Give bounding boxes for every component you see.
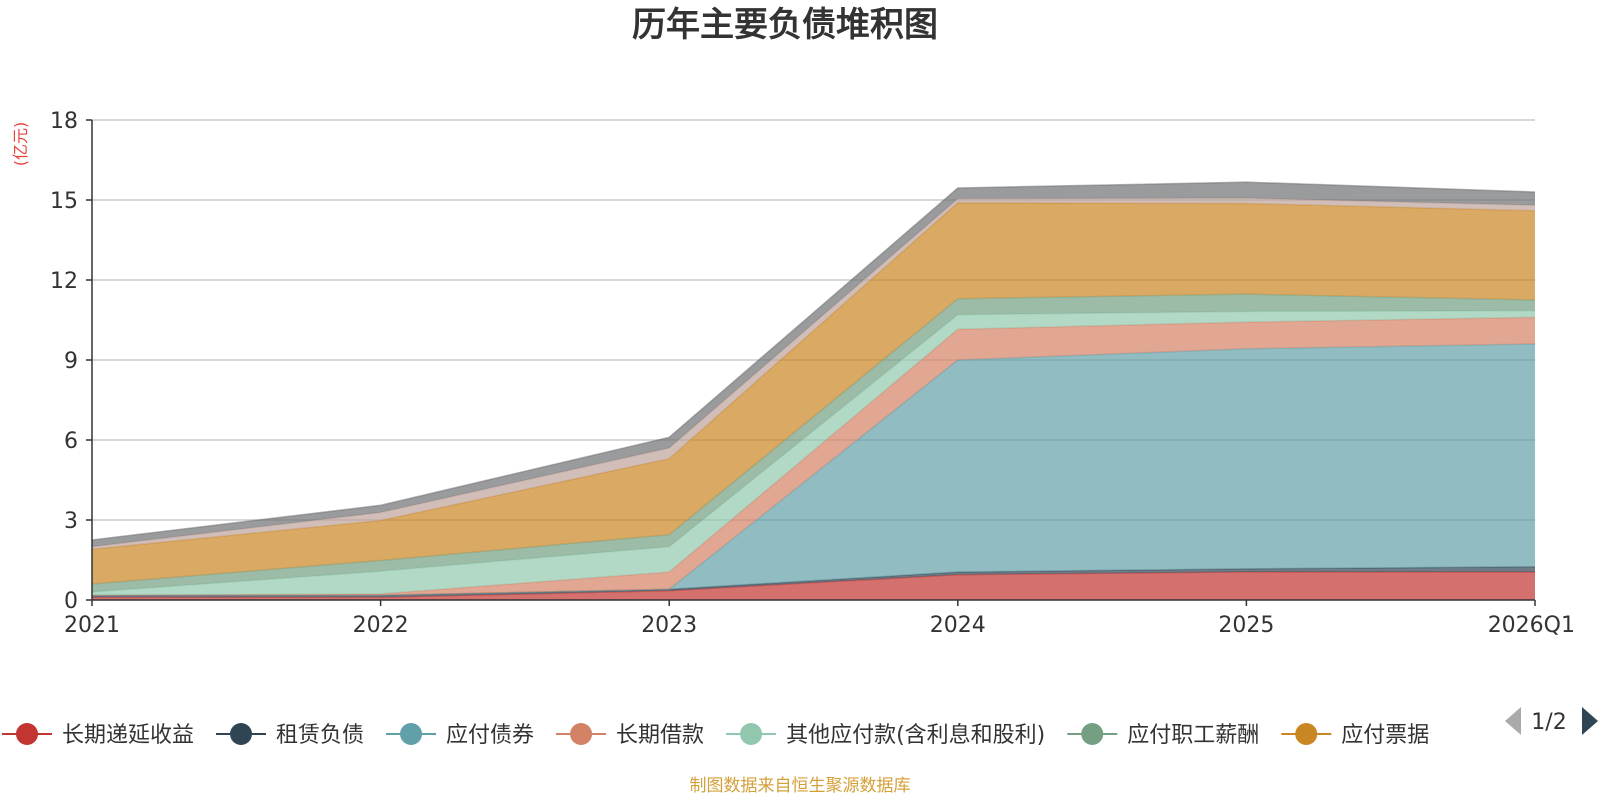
- y-axis-unit-label: (亿元): [11, 122, 30, 167]
- legend-marker-icon: [230, 723, 253, 745]
- x-tick-label: 2025: [1218, 613, 1274, 638]
- x-tick-label: 2026Q1: [1488, 613, 1575, 638]
- legend-item[interactable]: 其他应付款(含利息和股利): [726, 723, 1045, 748]
- legend-label: 其他应付款(含利息和股利): [786, 723, 1045, 748]
- legend-item[interactable]: 应付职工薪酬: [1067, 723, 1259, 748]
- legend-marker-icon: [1081, 723, 1104, 745]
- y-tick-label: 9: [64, 349, 78, 374]
- legend-marker-icon: [1295, 723, 1318, 745]
- legend-items: 长期递延收益 租赁负债 应付债券 长期借款 其他应付款(含利息和股利) 应付职工薪酬 应付票…: [2, 723, 1429, 748]
- legend-label: 长期借款: [616, 723, 704, 748]
- chart-title: 历年主要负债堆积图: [632, 5, 938, 45]
- y-tick-label: 3: [64, 509, 78, 534]
- x-tick-label: 2022: [353, 613, 409, 638]
- legend-marker-icon: [400, 723, 423, 745]
- legend-item[interactable]: 长期递延收益: [2, 723, 194, 748]
- legend-prev-icon[interactable]: [1505, 707, 1521, 735]
- y-tick-label: 0: [64, 589, 78, 614]
- y-tick-label: 15: [50, 189, 78, 214]
- y-tick-label: 12: [50, 269, 78, 294]
- legend-item[interactable]: 应付票据: [1281, 723, 1429, 748]
- legend-label: 应付票据: [1341, 723, 1429, 748]
- legend-pager: 1/2: [1505, 707, 1598, 735]
- x-tick-label: 2024: [930, 613, 986, 638]
- legend-label: 租赁负债: [276, 723, 364, 748]
- legend-item[interactable]: 应付债券: [386, 723, 534, 748]
- area-series-2[interactable]: [92, 344, 1535, 596]
- legend-label: 应付职工薪酬: [1127, 723, 1259, 748]
- area-series-line-8: [91, 181, 1536, 541]
- x-tick-label: 2021: [64, 613, 120, 638]
- data-source-note: 制图数据来自恒生聚源数据库: [690, 776, 911, 796]
- x-axis-ticks: 2021 2022 2023 2024 2025 2026Q1: [64, 600, 1575, 638]
- legend-marker-icon: [16, 723, 38, 745]
- area-series-1[interactable]: [92, 566, 1535, 598]
- area-series-6[interactable]: [92, 202, 1535, 584]
- legend-marker-icon: [740, 723, 763, 745]
- legend-marker-icon: [570, 723, 593, 745]
- y-tick-label: 18: [50, 109, 78, 134]
- area-series-3[interactable]: [92, 317, 1535, 596]
- legend-next-icon[interactable]: [1582, 707, 1598, 735]
- legend-label: 长期递延收益: [62, 723, 194, 748]
- legend-page-indicator: 1/2: [1531, 710, 1566, 735]
- y-axis-ticks: 0 3 6 9 12 15 18: [50, 109, 92, 614]
- legend-item[interactable]: 租赁负债: [216, 723, 364, 748]
- x-tick-label: 2023: [641, 613, 697, 638]
- area-series-0[interactable]: [92, 572, 1535, 600]
- y-tick-label: 6: [64, 429, 78, 454]
- legend-item[interactable]: 长期借款: [556, 723, 704, 748]
- legend-label: 应付债券: [446, 723, 534, 748]
- area-series-group: [91, 181, 1536, 600]
- legend[interactable]: 长期递延收益 租赁负债 应付债券 长期借款 其他应付款(含利息和股利) 应付职工薪酬 应付票…: [2, 723, 1429, 748]
